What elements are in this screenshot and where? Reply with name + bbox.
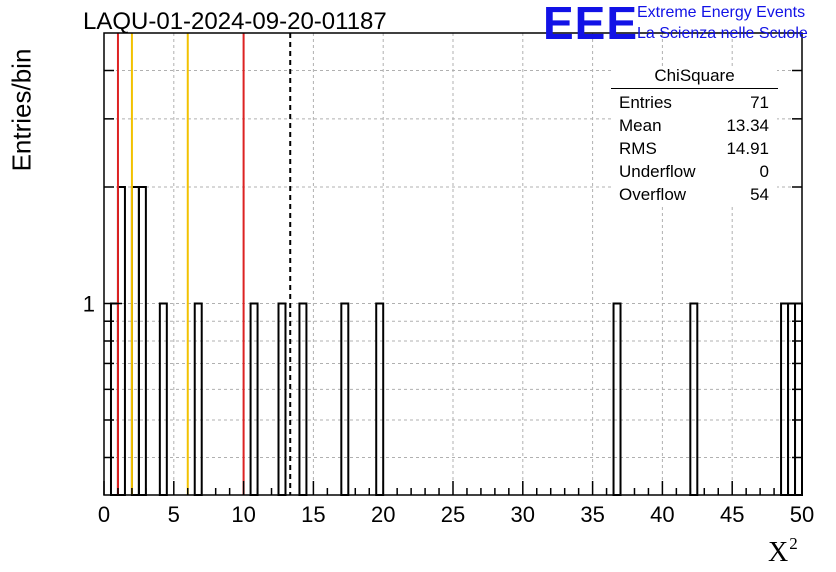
x-axis-label: X2 xyxy=(768,534,798,569)
x-tick-label: 25 xyxy=(441,502,465,527)
histogram-bar xyxy=(780,302,790,496)
histogram-bar xyxy=(689,302,699,496)
x-tick-label: 0 xyxy=(98,502,110,527)
histogram-bar xyxy=(249,302,259,496)
x-tick-label: 15 xyxy=(301,502,325,527)
chart-title: LAQU-01-2024-09-20-01187 xyxy=(83,8,387,35)
x-tick-label: 45 xyxy=(720,502,744,527)
x-tick-label: 5 xyxy=(168,502,180,527)
stats-box: ChiSquare Entries 71 Mean 13.34 RMS 14.91 Unde… xyxy=(611,66,778,206)
histogram-bar xyxy=(375,302,385,496)
x-axis-label-symbol: X xyxy=(768,537,789,568)
stats-value: 14.91 xyxy=(726,139,769,158)
x-tick-label: 20 xyxy=(371,502,395,527)
histogram-bar xyxy=(193,302,203,496)
histogram-bar xyxy=(277,302,287,496)
stats-rows: Entries 71 Mean 13.34 RMS 14.91 Underflow 0 Over… xyxy=(611,91,777,206)
x-ticks: 0 5 10 15 20 25 30 35 40 45 50 xyxy=(98,481,814,527)
stats-value: 13.34 xyxy=(726,116,769,135)
stats-row-entries: Entries 71 xyxy=(611,91,777,114)
stats-label: Entries xyxy=(619,93,672,112)
stats-value: 54 xyxy=(750,185,769,204)
y-tick-label: 1 xyxy=(83,291,95,316)
stats-label: Underflow xyxy=(619,162,696,181)
y-ticks: 1 xyxy=(83,69,802,459)
stats-label: RMS xyxy=(619,139,657,158)
stats-title: ChiSquare xyxy=(611,66,778,89)
stats-value: 0 xyxy=(759,162,769,181)
stats-row-underflow: Underflow 0 xyxy=(611,160,777,183)
y-axis-label: Entries/bin xyxy=(6,48,37,172)
reference-lines xyxy=(116,33,292,495)
histogram-bar xyxy=(787,302,797,496)
x-tick-label: 30 xyxy=(511,502,535,527)
grid-lines xyxy=(104,33,802,495)
stats-row-mean: Mean 13.34 xyxy=(611,114,777,137)
x-axis-label-superscript: 2 xyxy=(789,534,798,553)
stats-label: Mean xyxy=(619,116,662,135)
histogram-bar xyxy=(340,302,350,496)
x-tick-label: 10 xyxy=(231,502,255,527)
stats-value: 71 xyxy=(750,93,769,112)
histogram-bar xyxy=(109,302,119,496)
histogram-bar xyxy=(298,302,308,496)
x-tick-label: 35 xyxy=(580,502,604,527)
stats-label: Overflow xyxy=(619,185,687,204)
logo-line-2: La Scienza nelle Scuole xyxy=(637,25,808,42)
x-tick-label: 50 xyxy=(790,502,814,527)
histogram-bar xyxy=(158,302,168,496)
eee-logo: EEE xyxy=(543,0,639,49)
histogram-bar xyxy=(612,302,622,496)
x-tick-label: 40 xyxy=(650,502,674,527)
stats-row-rms: RMS 14.91 xyxy=(611,137,777,160)
stats-row-overflow: Overflow 54 xyxy=(611,183,777,206)
logo-line-1: Extreme Energy Events xyxy=(637,4,806,21)
histogram-bar xyxy=(794,302,804,496)
